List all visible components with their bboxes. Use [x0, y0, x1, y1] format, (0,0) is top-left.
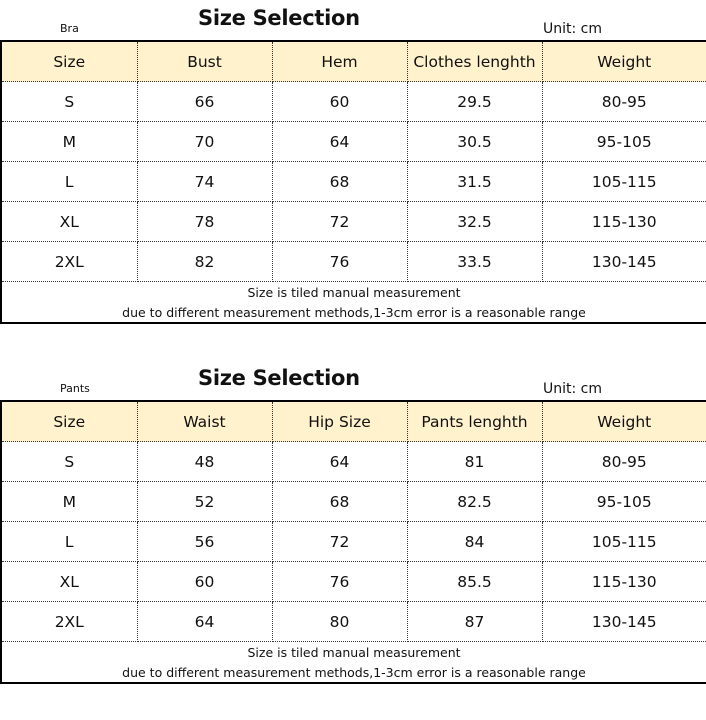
table-cell: 85.5: [406, 561, 543, 602]
table-cell: 105-115: [541, 161, 706, 202]
notes-cell: Size is tiled manual measurement due to d…: [0, 641, 706, 684]
table-cell: 130-145: [541, 241, 706, 282]
note-text: due to different measurement methods,1-3…: [122, 665, 586, 680]
table-cell: 87: [406, 601, 543, 642]
table-cell: 64: [271, 441, 408, 482]
section-title: Size Selection: [198, 366, 360, 390]
table-row: XL 60 76 85.5 115-130: [0, 561, 706, 602]
notes-cell: Size is tiled manual measurement due to d…: [0, 281, 706, 324]
table-cell: 64: [271, 121, 408, 162]
table-cell: 80: [271, 601, 408, 642]
table-cell: 2XL: [0, 601, 138, 642]
table-cell: 82: [136, 241, 273, 282]
column-header: Hip Size: [271, 400, 408, 442]
table-cell: S: [0, 81, 138, 122]
table-cell: 29.5: [406, 81, 543, 122]
table-cell: 56: [136, 521, 273, 562]
table-cell: 95-105: [541, 481, 706, 522]
table-cell: L: [0, 521, 138, 562]
table-cell: 48: [136, 441, 273, 482]
table-row: M 52 68 82.5 95-105: [0, 481, 706, 522]
column-header: Waist: [136, 400, 273, 442]
header-row: Size Bust Hem Clothes lenghth Weight: [0, 40, 706, 82]
table-cell: M: [0, 121, 138, 162]
table-cell: 70: [136, 121, 273, 162]
column-header: Weight: [541, 400, 706, 442]
table-cell: 80-95: [541, 81, 706, 122]
category-label: Bra: [60, 22, 79, 35]
column-header: Size: [0, 400, 138, 442]
section-title: Size Selection: [198, 6, 360, 30]
note-text: due to different measurement methods,1-3…: [122, 305, 586, 320]
table-cell: 130-145: [541, 601, 706, 642]
table-cell: 31.5: [406, 161, 543, 202]
category-label: Pants: [60, 382, 90, 395]
note-text: Size is tiled manual measurement: [247, 285, 461, 300]
column-header: Clothes lenghth: [406, 40, 543, 82]
bra-size-section: Bra Size Selection Unit: cm Size Bust Hem C…: [0, 6, 706, 324]
size-table: Size Bust Hem Clothes lenghth Weight S 66 60 29.…: [0, 40, 706, 324]
table-cell: 60: [271, 81, 408, 122]
column-header: Pants lenghth: [406, 400, 543, 442]
table-row: S 66 60 29.5 80-95: [0, 81, 706, 122]
table-cell: L: [0, 161, 138, 202]
table-cell: 115-130: [541, 201, 706, 242]
pants-size-section: Pants Size Selection Unit: cm Size Waist H…: [0, 360, 706, 720]
table-cell: 33.5: [406, 241, 543, 282]
table-cell: 72: [271, 521, 408, 562]
table-cell: XL: [0, 201, 138, 242]
column-header: Hem: [271, 40, 408, 82]
table-row: M 70 64 30.5 95-105: [0, 121, 706, 162]
table-cell: 76: [271, 241, 408, 282]
table-cell: 115-130: [541, 561, 706, 602]
table-row: S 48 64 81 80-95: [0, 441, 706, 482]
unit-label: Unit: cm: [543, 21, 603, 37]
table-cell: 72: [271, 201, 408, 242]
table-cell: 66: [136, 81, 273, 122]
column-header: Bust: [136, 40, 273, 82]
table-cell: 84: [406, 521, 543, 562]
table-cell: 78: [136, 201, 273, 242]
unit-label: Unit: cm: [543, 381, 603, 397]
size-table: Size Waist Hip Size Pants lenghth Weight S 48 6…: [0, 400, 706, 684]
notes-row: Size is tiled manual measurement due to d…: [0, 281, 706, 324]
table-cell: 76: [271, 561, 408, 602]
note-text: Size is tiled manual measurement: [247, 645, 461, 660]
table-cell: 82.5: [406, 481, 543, 522]
table-row: L 74 68 31.5 105-115: [0, 161, 706, 202]
table-row: 2XL 82 76 33.5 130-145: [0, 241, 706, 282]
table-cell: 95-105: [541, 121, 706, 162]
table-cell: XL: [0, 561, 138, 602]
header-row: Size Waist Hip Size Pants lenghth Weight: [0, 400, 706, 442]
notes-row: Size is tiled manual measurement due to d…: [0, 641, 706, 684]
table-row: L 56 72 84 105-115: [0, 521, 706, 562]
table-cell: M: [0, 481, 138, 522]
table-cell: 68: [271, 161, 408, 202]
table-row: 2XL 64 80 87 130-145: [0, 601, 706, 642]
table-cell: 60: [136, 561, 273, 602]
table-cell: 32.5: [406, 201, 543, 242]
table-cell: 68: [271, 481, 408, 522]
table-cell: 2XL: [0, 241, 138, 282]
table-row: XL 78 72 32.5 115-130: [0, 201, 706, 242]
table-cell: S: [0, 441, 138, 482]
table-cell: 81: [406, 441, 543, 482]
table-cell: 105-115: [541, 521, 706, 562]
table-cell: 52: [136, 481, 273, 522]
column-header: Size: [0, 40, 138, 82]
column-header: Weight: [541, 40, 706, 82]
table-cell: 74: [136, 161, 273, 202]
table-cell: 30.5: [406, 121, 543, 162]
table-cell: 80-95: [541, 441, 706, 482]
table-cell: 64: [136, 601, 273, 642]
